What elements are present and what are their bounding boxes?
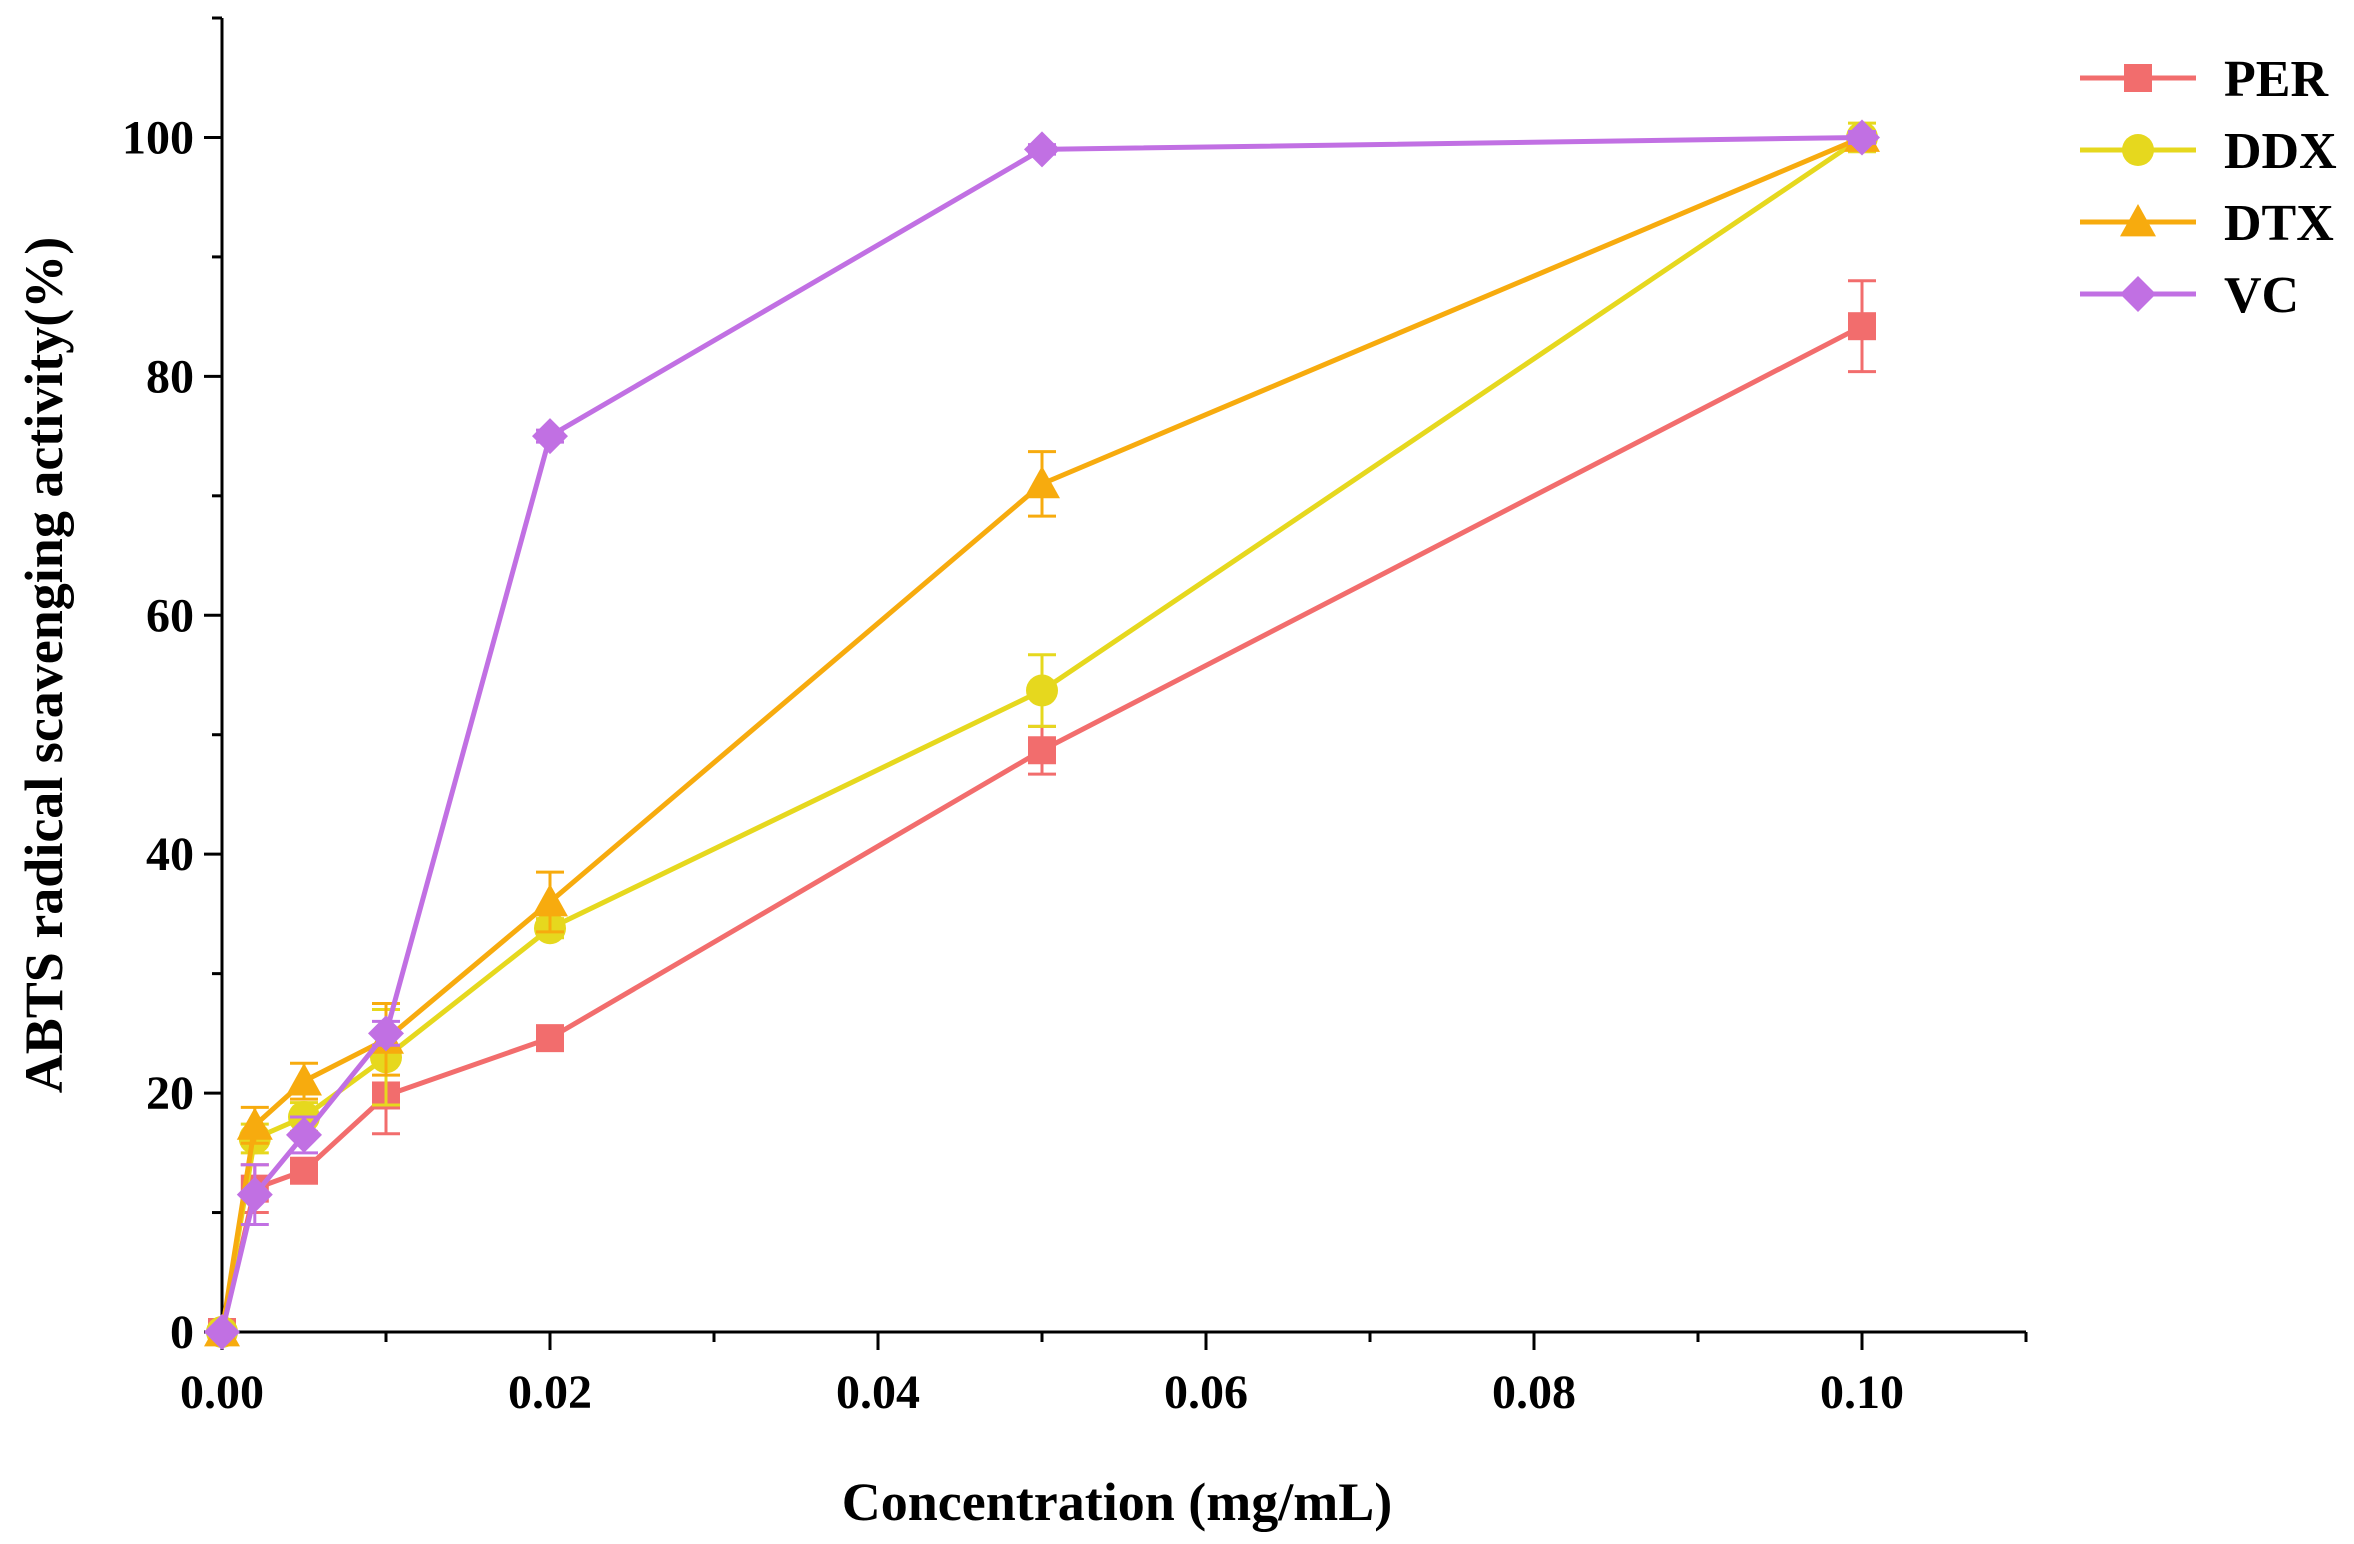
legend-marker-ddx [2122, 134, 2154, 166]
x-tick-label: 0.04 [836, 1366, 920, 1419]
x-tick-label: 0.00 [180, 1366, 264, 1419]
data-point-dtx [286, 1063, 322, 1096]
data-point-vc [1844, 119, 1880, 156]
data-point-per [1028, 736, 1056, 765]
x-axis-title: Concentration (mg/mL) [842, 1472, 1392, 1532]
y-tick-label: 0 [170, 1306, 194, 1359]
data-point-per [536, 1024, 564, 1053]
axes: 0.00 0.02 0.04 0.06 0.08 0.10 0 20 40 60 80 100 [122, 16, 2028, 1419]
legend-marker-vc [2120, 276, 2156, 312]
x-tick-label: 0.10 [1820, 1366, 1904, 1419]
data-point-vc [368, 1015, 404, 1052]
legend-item-per: PER [2080, 51, 2329, 108]
legend-item-dtx: DTX [2080, 195, 2334, 252]
data-point-vc [532, 418, 568, 455]
y-axis-title: ABTS radical scavenging activity(%) [14, 237, 74, 1093]
series-per [208, 279, 1876, 1346]
x-tick-label: 0.06 [1164, 1366, 1248, 1419]
data-point-per [1848, 312, 1876, 341]
x-tick-label: 0.02 [508, 1366, 592, 1419]
data-point-vc [236, 1176, 273, 1213]
y-tick-label: 20 [146, 1067, 194, 1120]
data-point-dtx [236, 1107, 273, 1140]
data-point-vc [286, 1116, 322, 1153]
legend-marker-dtx [2120, 204, 2156, 237]
y-tick-label: 80 [146, 350, 194, 403]
legend-marker-per [2124, 64, 2152, 92]
legend-label-per: PER [2224, 51, 2329, 108]
data-point-per [290, 1156, 318, 1185]
legend-label-vc: VC [2224, 267, 2299, 324]
x-tick-label: 0.08 [1492, 1366, 1576, 1419]
data-point-dtx [532, 883, 568, 917]
y-tick-label: 40 [146, 828, 194, 881]
legend-label-ddx: DDX [2224, 123, 2337, 180]
legend-label-dtx: DTX [2224, 195, 2334, 252]
data-point-vc [204, 1314, 240, 1350]
data-point-vc [1024, 131, 1060, 168]
data-point-dtx [1024, 465, 1060, 499]
legend-item-vc: VC [2080, 267, 2299, 324]
series-layer [204, 119, 1880, 1350]
legend-item-ddx: DDX [2080, 123, 2337, 180]
data-point-ddx [1026, 674, 1058, 707]
series-vc [204, 119, 1880, 1350]
y-tick-label: 60 [146, 589, 194, 642]
legend: PER DDX DTX VC [2080, 51, 2337, 324]
y-tick-label: 100 [122, 111, 194, 164]
